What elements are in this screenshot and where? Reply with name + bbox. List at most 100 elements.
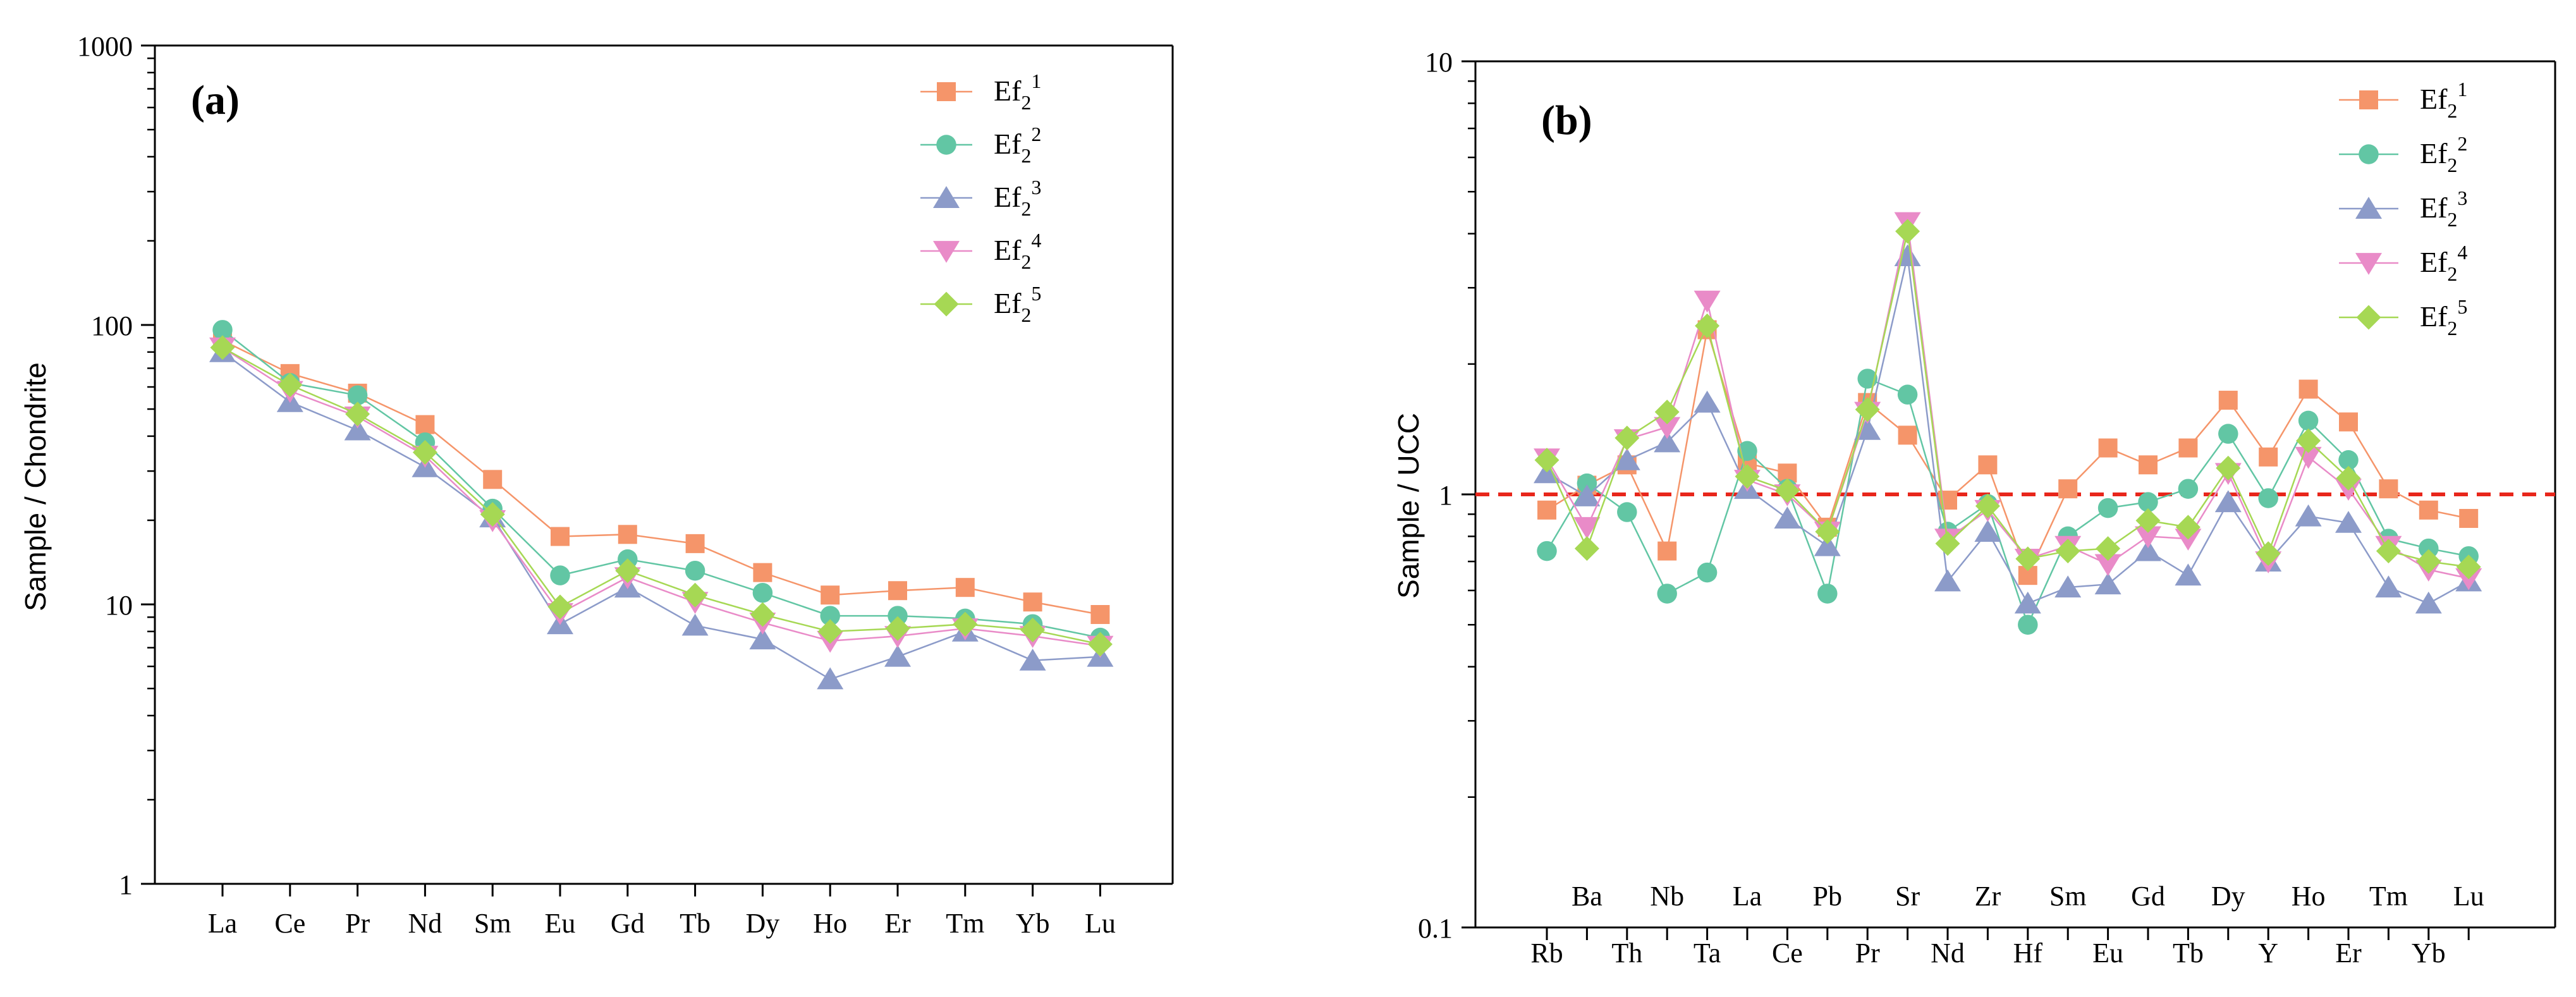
panel-b-data-point xyxy=(1617,502,1637,522)
panel-b-data-point xyxy=(1574,536,1599,561)
panel-a-x-tick-label: Pr xyxy=(345,908,370,939)
panel-b-data-point xyxy=(1855,397,1880,422)
panel-b-data-point xyxy=(2135,526,2161,549)
panel-b-data-point xyxy=(2098,438,2118,458)
panel-a-data-point xyxy=(884,644,911,667)
panel-a-legend: Ef21 Ef22 Ef23 Ef24 Ef25 xyxy=(920,70,1041,326)
panel-a-data-point xyxy=(1020,617,1046,642)
panel-b-data-point xyxy=(1895,219,1920,244)
panel-b-legend-entry: Ef22 xyxy=(2420,132,2467,176)
panel-b-legend-entry: Ef25 xyxy=(2420,295,2467,339)
panel-b-x-tick-label: Pb xyxy=(1813,881,1842,912)
panel-a-x-tick-label: Tb xyxy=(680,908,711,939)
panel-b-x-tick-label: Lu xyxy=(2453,881,2484,912)
panel-a-x-tick-label: Tm xyxy=(946,908,984,939)
panel-b-data-point xyxy=(2175,529,2202,551)
panel-b-data-point xyxy=(1735,464,1760,489)
panel-b-x-tick-label: Nd xyxy=(1931,938,1965,969)
panel-b-data-point xyxy=(1577,473,1597,494)
panel-b-y-tick-label: 0.1 xyxy=(1418,913,1453,944)
panel-b-data-point xyxy=(1657,584,1677,604)
panel-a-x-tick-label: Eu xyxy=(545,908,576,939)
panel-a-data-point xyxy=(685,560,705,581)
panel-a-series-5 xyxy=(210,335,1113,657)
panel-b-x-tick-label: Ta xyxy=(1694,938,1721,969)
panel-b-series-line xyxy=(1546,377,2469,627)
panel-b-x-tick-label: Hf xyxy=(2013,938,2043,969)
panel-b-data-point xyxy=(2094,572,2121,595)
panel-a-data-point xyxy=(1023,592,1042,612)
panel-b-data-point xyxy=(2298,410,2319,431)
panel-a-data-point xyxy=(212,320,233,340)
panel-b-data-point xyxy=(1975,493,2000,518)
panel-a-x-tick-label: Sm xyxy=(474,908,511,939)
panel-b-x-tick-label: Nb xyxy=(1650,881,1684,912)
panel-a-x-tick-label: Yb xyxy=(1016,908,1050,939)
panel-b-series-2 xyxy=(1537,369,2479,635)
panel-a-legend-entry: Ef24 xyxy=(994,229,1041,273)
panel-b-legend-entry: Ef24 xyxy=(2420,241,2467,285)
panel-b-x-tick-label: Er xyxy=(2335,938,2362,969)
panel-b-data-point xyxy=(2258,488,2278,508)
panel-b-data-point xyxy=(1814,534,1841,556)
panel-a-y-tick-label: 10 xyxy=(105,590,133,621)
panel-a-series-2 xyxy=(212,320,1111,648)
panel-b-data-point xyxy=(1697,562,1718,583)
panel-b-data-point xyxy=(1613,448,1640,470)
panel-b-data-point xyxy=(1978,455,1998,475)
panel-b-data-point xyxy=(2419,538,2439,559)
panel-b-y-tick-label: 1 xyxy=(1439,480,1453,511)
panel-a-data-point xyxy=(344,418,371,441)
panel-a-data-point xyxy=(615,558,640,584)
panel-b-x-tick-label: Ce xyxy=(1772,938,1803,969)
panel-b-data-point xyxy=(2094,554,2121,577)
panel-a-data-point xyxy=(480,502,505,527)
panel-a-x-tick-label: Dy xyxy=(746,908,780,939)
panel-a-data-point xyxy=(753,563,772,582)
panel-a-x-tick-label: Ce xyxy=(274,908,305,939)
panel-a-series-4 xyxy=(209,337,1114,658)
panel-b-x-tick-label: Ho xyxy=(2292,881,2326,912)
panel-a-data-point xyxy=(817,619,843,644)
panel-a-x-tick-label: Ho xyxy=(813,908,847,939)
panel-b-x-tick-label: Rb xyxy=(1530,938,1563,969)
panel-a-data-point xyxy=(752,582,773,603)
panel-b-x-tick-label: Tb xyxy=(2173,938,2204,969)
panel-b-data-point xyxy=(2379,479,2398,499)
panel-b-data-point xyxy=(2218,391,2238,410)
panel-b-data-point xyxy=(2096,536,2121,561)
panel-a-legend-entry: Ef23 xyxy=(994,176,1041,220)
panel-a-label: (a) xyxy=(191,77,240,123)
panel-b-data-point xyxy=(2456,554,2481,580)
panel-b-series-5 xyxy=(1534,219,2481,580)
panel-b-data-point xyxy=(2175,515,2201,540)
panel-b-data-point xyxy=(1694,390,1721,413)
panel-b-legend-marker xyxy=(2356,305,2381,330)
panel-a-x-tick-label: Nd xyxy=(408,908,443,939)
panel-b-data-point xyxy=(2295,446,2322,469)
panel-b-data-point xyxy=(2339,412,2358,432)
panel-b-data-point xyxy=(2336,465,2361,491)
panel-a-data-point xyxy=(749,627,776,650)
panel-b-data-point xyxy=(2214,490,2242,513)
panel-b-data-point xyxy=(1897,384,1918,405)
panel-a-series-line xyxy=(222,346,1101,647)
panel-a-data-point xyxy=(345,401,370,427)
panel-b-data-point xyxy=(2375,575,2402,597)
panel-b-data-point xyxy=(1615,425,1640,451)
panel-b-data-point xyxy=(1654,400,1680,425)
panel-b-data-point xyxy=(1654,417,1681,439)
panel-b-data-point xyxy=(2295,504,2322,527)
panel-b-data-point xyxy=(1934,569,1961,592)
panel-a-data-point xyxy=(750,602,775,627)
panel-b-data-point xyxy=(2419,500,2438,520)
panel-a-data-point xyxy=(483,470,503,489)
panel-a-data-point xyxy=(817,667,844,690)
panel-b-data-point xyxy=(2256,541,2281,566)
panel-b-data-point xyxy=(2338,450,2359,470)
panel-a-legend-marker xyxy=(937,82,956,101)
panel-b-data-point xyxy=(1573,517,1601,539)
panel-a-y-tick-label: 1 xyxy=(119,869,133,900)
panel-b-data-point xyxy=(2415,591,2442,614)
panel-a-data-point xyxy=(551,527,570,546)
